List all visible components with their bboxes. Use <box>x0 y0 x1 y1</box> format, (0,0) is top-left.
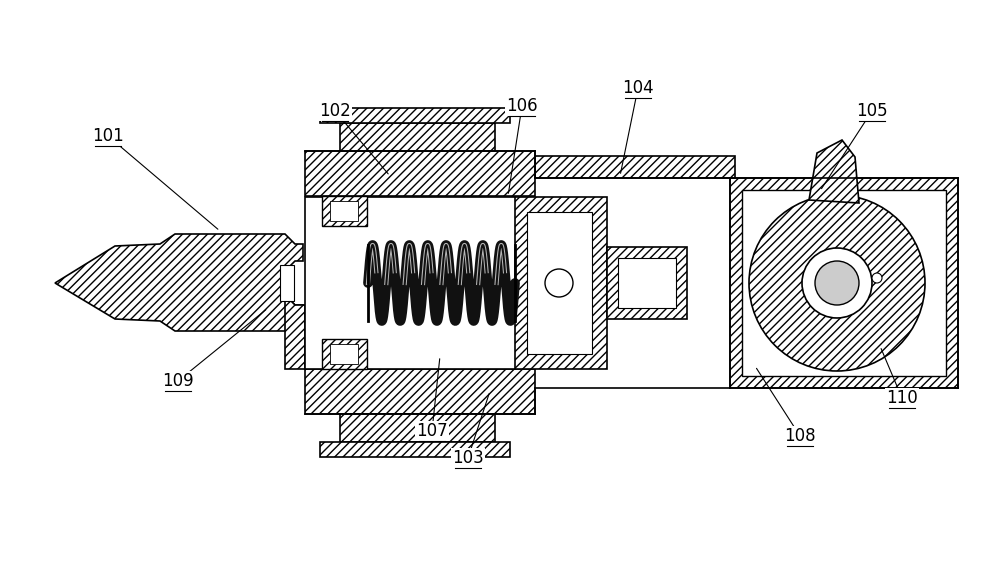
Bar <box>607 247 687 319</box>
Bar <box>340 123 495 151</box>
Polygon shape <box>285 300 305 369</box>
Circle shape <box>749 195 925 371</box>
Text: 101: 101 <box>92 127 124 145</box>
Bar <box>742 190 946 376</box>
Circle shape <box>815 261 859 305</box>
Text: 110: 110 <box>886 389 918 407</box>
Circle shape <box>872 273 882 283</box>
Circle shape <box>545 269 573 297</box>
Bar <box>730 178 958 388</box>
Text: 102: 102 <box>319 102 351 120</box>
Bar <box>320 108 510 123</box>
Circle shape <box>802 248 872 318</box>
Text: 109: 109 <box>162 372 194 390</box>
Text: 106: 106 <box>506 97 538 115</box>
Text: 107: 107 <box>416 422 448 440</box>
Bar <box>322 339 367 369</box>
Bar <box>305 197 515 369</box>
Bar <box>742 190 946 376</box>
Bar <box>330 344 358 364</box>
Bar <box>305 369 535 414</box>
Polygon shape <box>55 234 303 331</box>
Text: 108: 108 <box>784 427 816 445</box>
Bar <box>512 197 607 369</box>
Bar <box>280 265 294 301</box>
Bar <box>320 442 510 457</box>
Bar <box>340 414 495 442</box>
Bar <box>305 151 535 196</box>
Bar <box>527 212 592 354</box>
Text: 105: 105 <box>856 102 888 120</box>
Bar <box>618 258 676 308</box>
Bar <box>322 196 367 226</box>
Bar <box>330 201 358 221</box>
Text: 103: 103 <box>452 449 484 467</box>
Text: 104: 104 <box>622 79 654 97</box>
Bar <box>535 156 735 178</box>
Polygon shape <box>809 140 859 203</box>
